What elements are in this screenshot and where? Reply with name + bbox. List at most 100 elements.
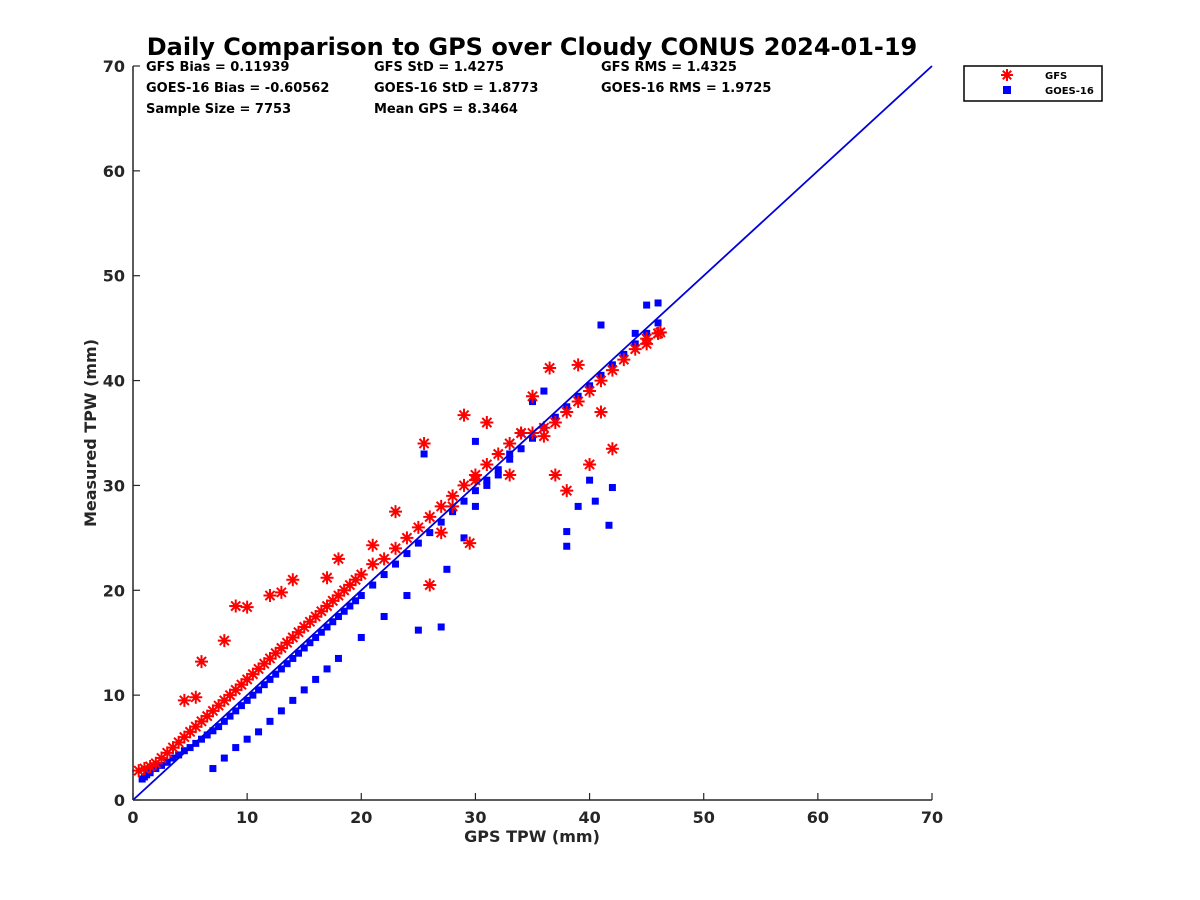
goes-16-point	[175, 751, 183, 759]
gfs-point	[537, 421, 551, 435]
goes-16-point	[437, 518, 445, 526]
goes-16-point	[403, 592, 411, 600]
gfs-point	[457, 408, 471, 422]
gfs-point	[292, 625, 306, 639]
goes-16-point	[380, 571, 388, 579]
goes-16-point	[494, 471, 502, 479]
stat-goes-bias: GOES-16 Bias = -0.60562	[146, 81, 329, 96]
gfs-point	[274, 585, 288, 599]
goes-16-point	[443, 565, 451, 573]
legend: GFS GOES-16	[963, 65, 1103, 102]
gfs-point	[337, 583, 351, 597]
gfs-point	[468, 473, 482, 487]
x-tick-label: 0	[127, 808, 138, 827]
gfs-point	[463, 536, 477, 550]
goes-16-point	[574, 502, 582, 510]
goes-16-point	[289, 654, 297, 662]
stat-gfs-std: GFS StD = 1.4275	[374, 60, 504, 75]
goes-16-point	[380, 613, 388, 620]
goes-16-point	[220, 754, 228, 762]
gfs-point	[434, 499, 448, 513]
gfs-point	[491, 447, 505, 461]
x-tick-label: 10	[236, 808, 258, 827]
gfs-point	[200, 709, 214, 723]
gfs-point	[389, 505, 403, 519]
goes-16-point	[237, 702, 245, 710]
goes-16-point	[232, 707, 240, 715]
y-tick-label: 20	[103, 581, 125, 600]
gfs-point	[434, 526, 448, 540]
gfs-point	[417, 436, 431, 450]
stat-gfs-bias: GFS Bias = 0.11939	[146, 60, 289, 75]
gfs-point	[628, 342, 642, 356]
x-tick-label: 50	[693, 808, 715, 827]
gfs-point	[274, 641, 288, 655]
gfs-point	[605, 363, 619, 377]
stats-block: GFS Bias = 0.11939 GFS StD = 1.4275 GFS …	[146, 60, 771, 117]
gfs-point	[286, 630, 300, 644]
y-tick-label: 30	[103, 476, 125, 495]
goes-16-point	[209, 727, 217, 735]
gfs-point	[377, 552, 391, 566]
goes-16-point	[249, 691, 257, 699]
goes-16-point	[255, 728, 263, 736]
tick-labels: 0 10 20 30 40 50 60 70 0 10 20 30 40 50 60 70	[103, 57, 943, 827]
gfs-point	[366, 557, 380, 571]
gfs-point	[653, 325, 667, 339]
gfs-point	[320, 599, 334, 613]
goes-16-point	[272, 670, 280, 678]
gfs-point	[280, 636, 294, 650]
goes-16-point	[654, 299, 662, 307]
gfs-point	[223, 688, 237, 702]
gfs-point	[571, 395, 585, 409]
one-to-one-line	[132, 65, 933, 801]
gfs-point	[320, 571, 334, 585]
gfs-point	[548, 416, 562, 430]
goes-16-point	[643, 301, 651, 309]
stat-sample-size: Sample Size = 7753	[146, 102, 291, 117]
legend-gfs-asterisk-icon	[1001, 69, 1013, 81]
y-tick-label: 10	[103, 686, 125, 705]
goes-16-point	[563, 542, 571, 550]
goes-16-point	[605, 521, 613, 529]
goes-16-point	[586, 476, 594, 484]
gfs-point	[160, 746, 174, 760]
goes-16-point	[460, 534, 468, 542]
goes-16-point	[483, 481, 491, 489]
gfs-point	[640, 337, 654, 351]
gfs-point	[309, 610, 323, 623]
gfs-point	[349, 573, 363, 587]
goes-16-point	[283, 660, 291, 668]
goes-16-point	[654, 319, 662, 327]
gfs-point	[143, 759, 157, 773]
x-axis-label: GPS TPW (mm)	[464, 827, 600, 846]
gfs-point	[234, 678, 248, 692]
goes-16-point	[494, 466, 502, 474]
goes-16-point	[169, 754, 177, 762]
gfs-point	[229, 599, 243, 613]
goes-16-point	[471, 502, 479, 510]
gfs-point	[480, 457, 494, 471]
goes-16-point	[300, 644, 308, 652]
stat-gfs-rms: GFS RMS = 1.4325	[601, 60, 737, 75]
y-axis-label: Measured TPW (mm)	[81, 339, 100, 527]
goes-16-point	[232, 744, 240, 752]
gfs-point	[314, 604, 328, 618]
gfs-point	[257, 657, 271, 671]
gfs-point	[326, 594, 340, 608]
y-tick-label: 70	[103, 57, 125, 76]
y-tick-label: 50	[103, 267, 125, 286]
gfs-point	[303, 615, 317, 629]
gfs-point	[137, 762, 151, 776]
goes-16-point	[323, 623, 331, 631]
gfs-point	[366, 538, 380, 552]
gfs-point	[457, 478, 471, 492]
gfs-point	[583, 384, 597, 398]
x-tick-label: 20	[350, 808, 372, 827]
goes-16-point	[471, 487, 479, 495]
goes-16-point	[226, 712, 234, 720]
goes-16-point	[323, 665, 331, 673]
gfs-point	[514, 426, 528, 440]
y-tick-label: 0	[114, 791, 125, 810]
y-tick-label: 60	[103, 162, 125, 181]
